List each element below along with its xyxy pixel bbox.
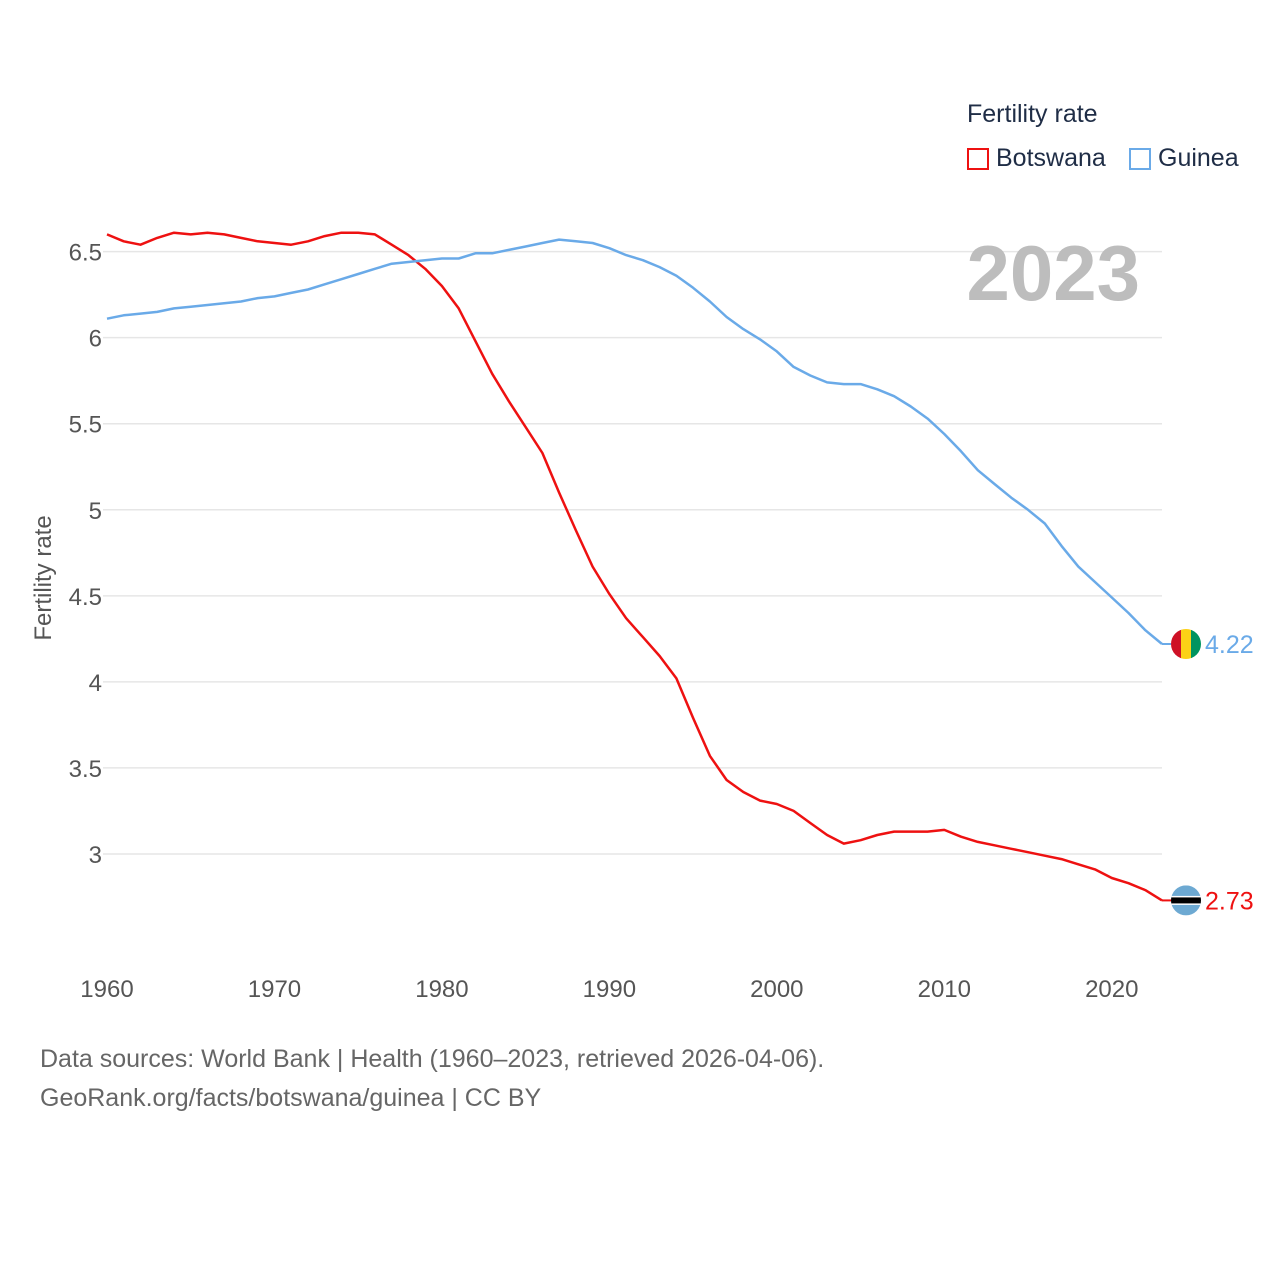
legend-item-guinea[interactable]: Guinea — [1129, 144, 1239, 173]
legend-title: Fertility rate — [967, 100, 1098, 128]
y-tick-label: 6 — [89, 326, 102, 353]
x-tick-label: 1960 — [80, 976, 133, 1003]
series-line-botswana — [106, 231, 1163, 902]
y-tick-label: 3 — [89, 842, 102, 869]
x-tick-label: 2000 — [750, 976, 803, 1003]
botswana-flag-icon — [1171, 885, 1201, 916]
legend-label-guinea: Guinea — [1158, 144, 1239, 172]
y-tick-label: 5 — [89, 498, 102, 525]
y-tick-label: 4 — [89, 670, 102, 697]
end-value-label-botswana: 2.73 — [1205, 887, 1254, 915]
legend-item-botswana[interactable]: Botswana — [967, 144, 1106, 173]
legend-swatch-guinea — [1129, 147, 1151, 170]
source-link[interactable]: GeoRank.org/facts/botswana/guinea | CC B… — [40, 1084, 542, 1112]
x-tick-label: 1980 — [415, 976, 468, 1003]
legend-label-botswana: Botswana — [996, 144, 1106, 172]
x-tick-label: 1970 — [248, 976, 301, 1003]
y-tick-label: 5.5 — [69, 412, 102, 439]
series-line-guinea — [106, 238, 1163, 645]
legend-swatch-botswana — [967, 147, 989, 170]
y-tick-label: 4.5 — [69, 584, 102, 611]
data-source-note: Data sources: World Bank | Health (1960–… — [40, 1045, 825, 1073]
end-value-label-guinea: 4.22 — [1205, 631, 1254, 659]
y-tick-label: 6.5 — [69, 240, 102, 267]
x-tick-label: 2020 — [1085, 976, 1138, 1003]
x-tick-label: 1990 — [583, 976, 636, 1003]
year-label: 2023 — [966, 229, 1140, 317]
y-tick-label: 3.5 — [69, 756, 102, 783]
guinea-flag-icon — [1171, 629, 1201, 659]
x-tick-label: 2010 — [918, 976, 971, 1003]
y-axis-label: Fertility rate — [30, 515, 57, 640]
